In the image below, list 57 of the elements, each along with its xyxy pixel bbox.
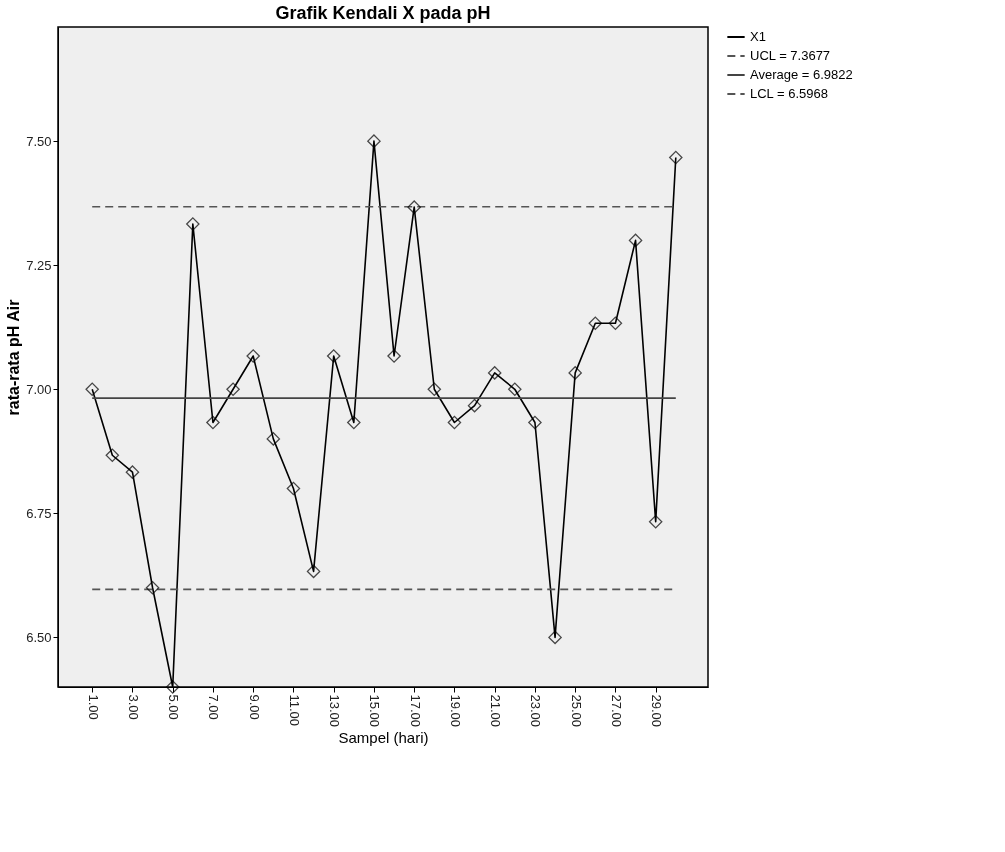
point <box>528 415 542 430</box>
point <box>306 564 321 579</box>
y-tick-label: 7.50 <box>26 133 52 149</box>
point <box>206 415 220 430</box>
chart-title: Grafik Kendali X pada pH <box>275 3 491 23</box>
y-axis-title: rata-rata pH Air <box>5 299 23 416</box>
point <box>186 217 200 231</box>
x-tick-label: 1.00 <box>85 694 101 720</box>
point <box>508 382 522 397</box>
x-tick-label: 23.00 <box>528 694 544 728</box>
point <box>467 398 482 413</box>
point <box>387 349 401 363</box>
y-tick-label: 7.00 <box>26 381 52 397</box>
x-tick-label: 15.00 <box>367 694 383 728</box>
x-tick-label: 5.00 <box>166 694 182 720</box>
point <box>487 366 502 380</box>
x-tick-label: 29.00 <box>649 694 665 728</box>
point <box>266 432 281 446</box>
y-tick-label: 7.25 <box>26 257 52 273</box>
x-tick-label: 3.00 <box>125 694 141 720</box>
point <box>246 349 260 363</box>
legend-label: X1 <box>750 29 766 44</box>
point <box>407 200 421 214</box>
x-tick-label: 27.00 <box>608 694 624 728</box>
x-axis-title: Sampel (hari) <box>338 729 429 747</box>
x-tick-label: 11.00 <box>286 694 302 727</box>
x-tick-label: 7.00 <box>206 694 222 720</box>
point <box>648 514 663 529</box>
point <box>447 415 462 430</box>
point <box>226 382 240 397</box>
y-tick-label: 6.75 <box>26 505 52 521</box>
x-tick-label: 13.00 <box>327 694 343 728</box>
legend-label: UCL = 7.3677 <box>750 48 831 63</box>
x-tick-label: 21.00 <box>488 694 504 728</box>
x-tick-label: 17.00 <box>407 694 423 728</box>
point <box>427 382 442 397</box>
point <box>367 134 381 148</box>
point <box>588 316 603 331</box>
point <box>286 481 301 496</box>
point <box>125 465 140 479</box>
point <box>145 580 160 595</box>
point <box>669 150 683 165</box>
legend-label: Average = 6.9822 <box>750 67 853 82</box>
point <box>608 316 623 331</box>
point <box>347 415 361 430</box>
point <box>165 680 180 694</box>
y-tick-label: 6.50 <box>26 629 52 645</box>
point <box>548 630 562 645</box>
point <box>568 366 582 380</box>
legend-label: LCL = 6.5968 <box>750 86 828 101</box>
point <box>105 448 120 463</box>
x-tick-label: 19.00 <box>447 694 463 728</box>
point <box>326 349 341 363</box>
x-tick-label: 25.00 <box>568 694 584 728</box>
point <box>628 233 643 248</box>
x-tick-label: 9.00 <box>246 694 262 720</box>
point <box>85 382 99 397</box>
